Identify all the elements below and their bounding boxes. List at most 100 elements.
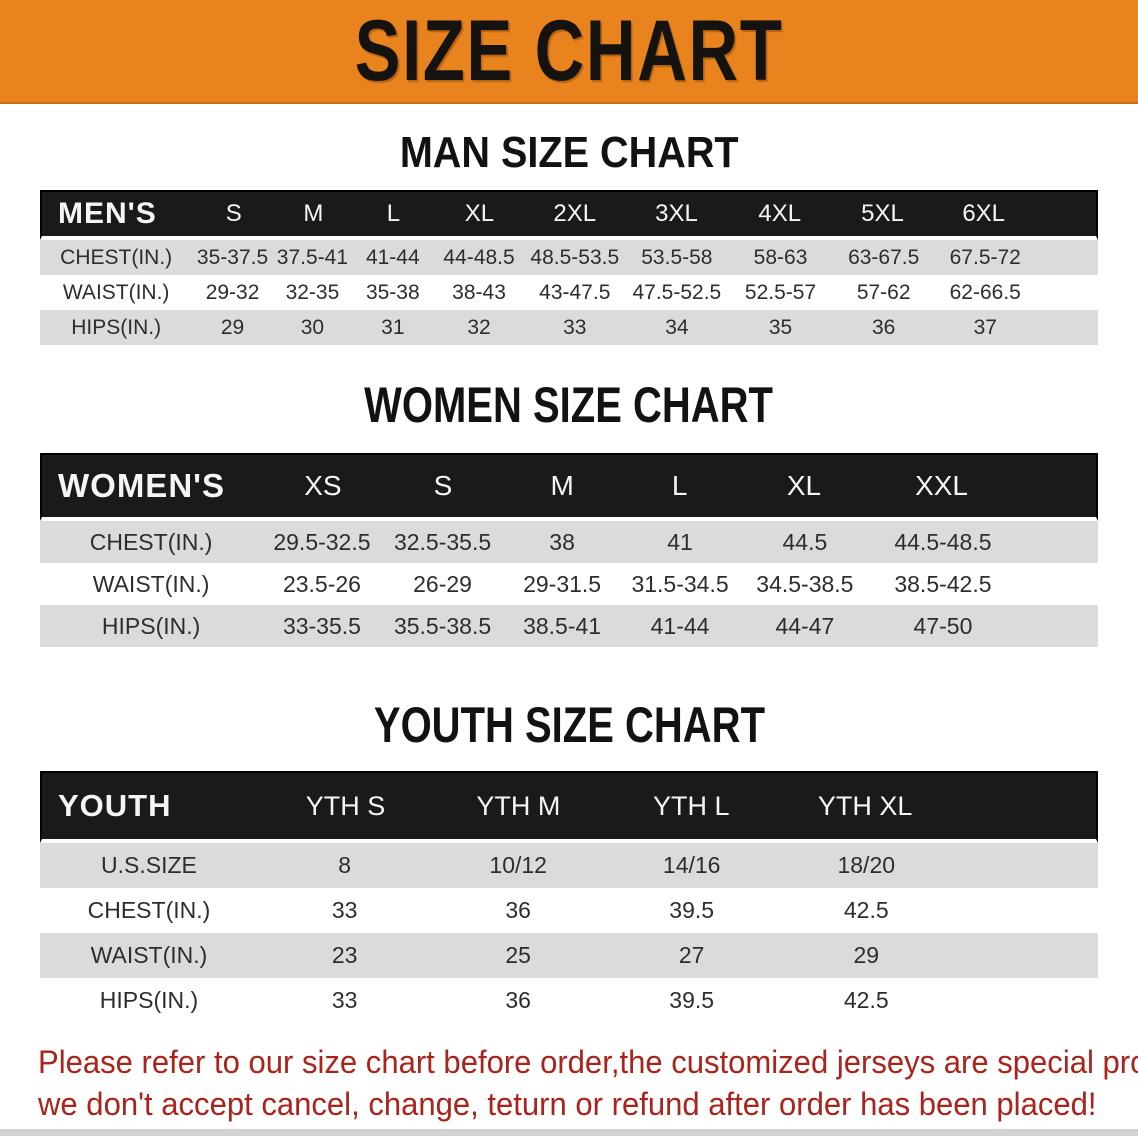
- column-header: YTH XL: [817, 790, 913, 821]
- row-value: 31.5-34.5: [631, 570, 729, 597]
- footer-note: Please refer to our size chart before or…: [0, 1041, 1138, 1125]
- table-row: WAIST(IN.) 23 25 27 29: [40, 933, 1098, 978]
- row-value: 18/20: [837, 852, 896, 878]
- table-row: WAIST(IN.) 23.5-26 26-29 29-31.5 31.5-34.5 34…: [40, 563, 1098, 605]
- column-header: M: [550, 470, 574, 501]
- row-value: 53.5-58: [641, 245, 713, 269]
- table-row: HIPS(IN.) 29 30 31 32 33 34 35 36 37: [40, 310, 1098, 345]
- row-label: WAIST(IN.): [92, 570, 210, 597]
- table-corner-label: WOMEN'S: [58, 467, 226, 504]
- row-value: 23: [331, 942, 358, 968]
- youth-section-heading: YOUTH SIZE CHART: [0, 699, 1138, 751]
- bottom-strip: [0, 1129, 1138, 1136]
- row-value: 41: [667, 528, 693, 555]
- row-value: 29-31.5: [523, 570, 602, 597]
- column-header: 5XL: [861, 200, 904, 227]
- row-value: 47-50: [913, 612, 973, 639]
- column-header: XL: [786, 470, 822, 501]
- row-value: 35-38: [365, 280, 420, 304]
- table-row: CHEST(IN.) 33 36 39.5 42.5: [40, 888, 1098, 933]
- row-label: HIPS(IN.): [71, 315, 162, 339]
- row-value: 38-43: [452, 280, 506, 304]
- row-value: 38: [549, 528, 575, 555]
- row-value: 34.5-38.5: [756, 570, 854, 597]
- row-label: U.S.SIZE: [101, 852, 197, 878]
- row-value: 35: [768, 315, 793, 339]
- row-value: 44-47: [775, 612, 835, 639]
- row-value: 29: [853, 942, 880, 968]
- column-header: YTH S: [305, 790, 386, 821]
- row-value: 36: [505, 897, 531, 923]
- row-value: 32: [467, 315, 491, 339]
- table-row: WAIST(IN.) 29-32 32-35 35-38 38-43 43-47.5 47.…: [40, 275, 1098, 310]
- table-row: CHEST(IN.) 29.5-32.5 32.5-35.5 38 41 44.5 44.5…: [40, 521, 1098, 563]
- row-value: 29-32: [205, 280, 260, 304]
- row-value: 14/16: [662, 852, 721, 878]
- row-label: WAIST(IN.): [62, 280, 170, 304]
- row-value: 35-37.5: [196, 245, 269, 269]
- column-header: 6XL: [962, 200, 1006, 227]
- youth-size-table: YOUTH YTH S YTH M YTH L YTH XL U.S.SIZE 8 10/12…: [40, 771, 1098, 1023]
- row-value: 62-66.5: [949, 280, 1021, 304]
- row-value: 42.5: [843, 897, 889, 923]
- column-header: 2XL: [553, 200, 597, 227]
- row-value: 26-29: [413, 570, 472, 597]
- women-size-table: WOMEN'S XS S M L XL XXL CHEST(IN.) 29.5-32.5 32.5…: [40, 453, 1098, 647]
- table-corner-label: YOUTH: [58, 788, 172, 823]
- row-value: 47.5-52.5: [632, 280, 722, 304]
- column-header: YTH M: [476, 790, 561, 821]
- row-value: 52.5-57: [744, 280, 817, 304]
- row-value: 10/12: [489, 852, 547, 878]
- column-header: XL: [464, 200, 495, 227]
- column-header: XS: [304, 470, 342, 501]
- row-value: 67.5-72: [949, 245, 1021, 269]
- row-value: 32.5-35.5: [393, 528, 492, 555]
- row-value: 34: [665, 315, 689, 339]
- table-row: HIPS(IN.) 33-35.5 35.5-38.5 38.5-41 41-44 44-…: [40, 605, 1098, 647]
- row-value: 37.5-41: [276, 245, 349, 269]
- row-value: 31: [381, 315, 405, 339]
- row-value: 25: [505, 942, 531, 968]
- footer-line-1: Please refer to our size chart before or…: [38, 1044, 1138, 1080]
- row-label: CHEST(IN.): [60, 245, 173, 269]
- row-value: 33: [563, 315, 587, 339]
- youth-heading-text: YOUTH SIZE CHART: [373, 697, 765, 753]
- women-heading-text: WOMEN SIZE CHART: [364, 377, 774, 433]
- column-header: M: [303, 200, 324, 227]
- row-value: 30: [300, 315, 325, 339]
- men-size-table: MEN'S S M L XL 2XL 3XL 4XL 5XL 6XL CHEST(IN.) 35-37…: [40, 190, 1098, 345]
- banner-title: SIZE CHART: [354, 3, 784, 99]
- size-chart-banner: SIZE CHART: [0, 0, 1138, 104]
- row-label: CHEST(IN.): [89, 528, 213, 555]
- row-value: 38.5-42.5: [894, 570, 992, 597]
- row-value: 42.5: [843, 987, 889, 1013]
- column-header: S: [225, 200, 242, 227]
- footer-line-2: we don't accept cancel, change, teturn o…: [38, 1086, 1097, 1122]
- women-section-heading: WOMEN SIZE CHART: [0, 379, 1138, 431]
- row-value: 63-67.5: [848, 245, 920, 269]
- row-value: 8: [338, 852, 352, 878]
- row-value: 41-44: [650, 612, 710, 639]
- row-value: 48.5-53.5: [530, 245, 620, 269]
- table-corner-label: MEN'S: [58, 197, 157, 230]
- table-header-row: MEN'S S M L XL 2XL 3XL 4XL 5XL 6XL: [40, 190, 1098, 240]
- column-header: 3XL: [655, 200, 698, 227]
- row-value: 23.5-26: [282, 570, 361, 597]
- table-header-row: WOMEN'S XS S M L XL XXL: [40, 453, 1098, 521]
- column-header: L: [386, 200, 401, 227]
- row-value: 44.5-48.5: [894, 528, 992, 555]
- row-label: HIPS(IN.): [101, 612, 201, 639]
- row-value: 44.5: [782, 528, 828, 555]
- row-value: 33: [331, 897, 358, 923]
- row-value: 58-63: [753, 245, 808, 269]
- row-value: 33: [331, 987, 358, 1013]
- row-value: 36: [505, 987, 531, 1013]
- column-header: XXL: [915, 470, 968, 501]
- row-value: 32-35: [285, 280, 340, 304]
- man-heading-text: MAN SIZE CHART: [399, 128, 739, 177]
- column-header: L: [671, 470, 688, 501]
- row-value: 38.5-41: [523, 612, 602, 639]
- row-value: 39.5: [669, 897, 715, 923]
- row-value: 33-35.5: [282, 612, 361, 639]
- table-row: U.S.SIZE 8 10/12 14/16 18/20: [40, 843, 1098, 888]
